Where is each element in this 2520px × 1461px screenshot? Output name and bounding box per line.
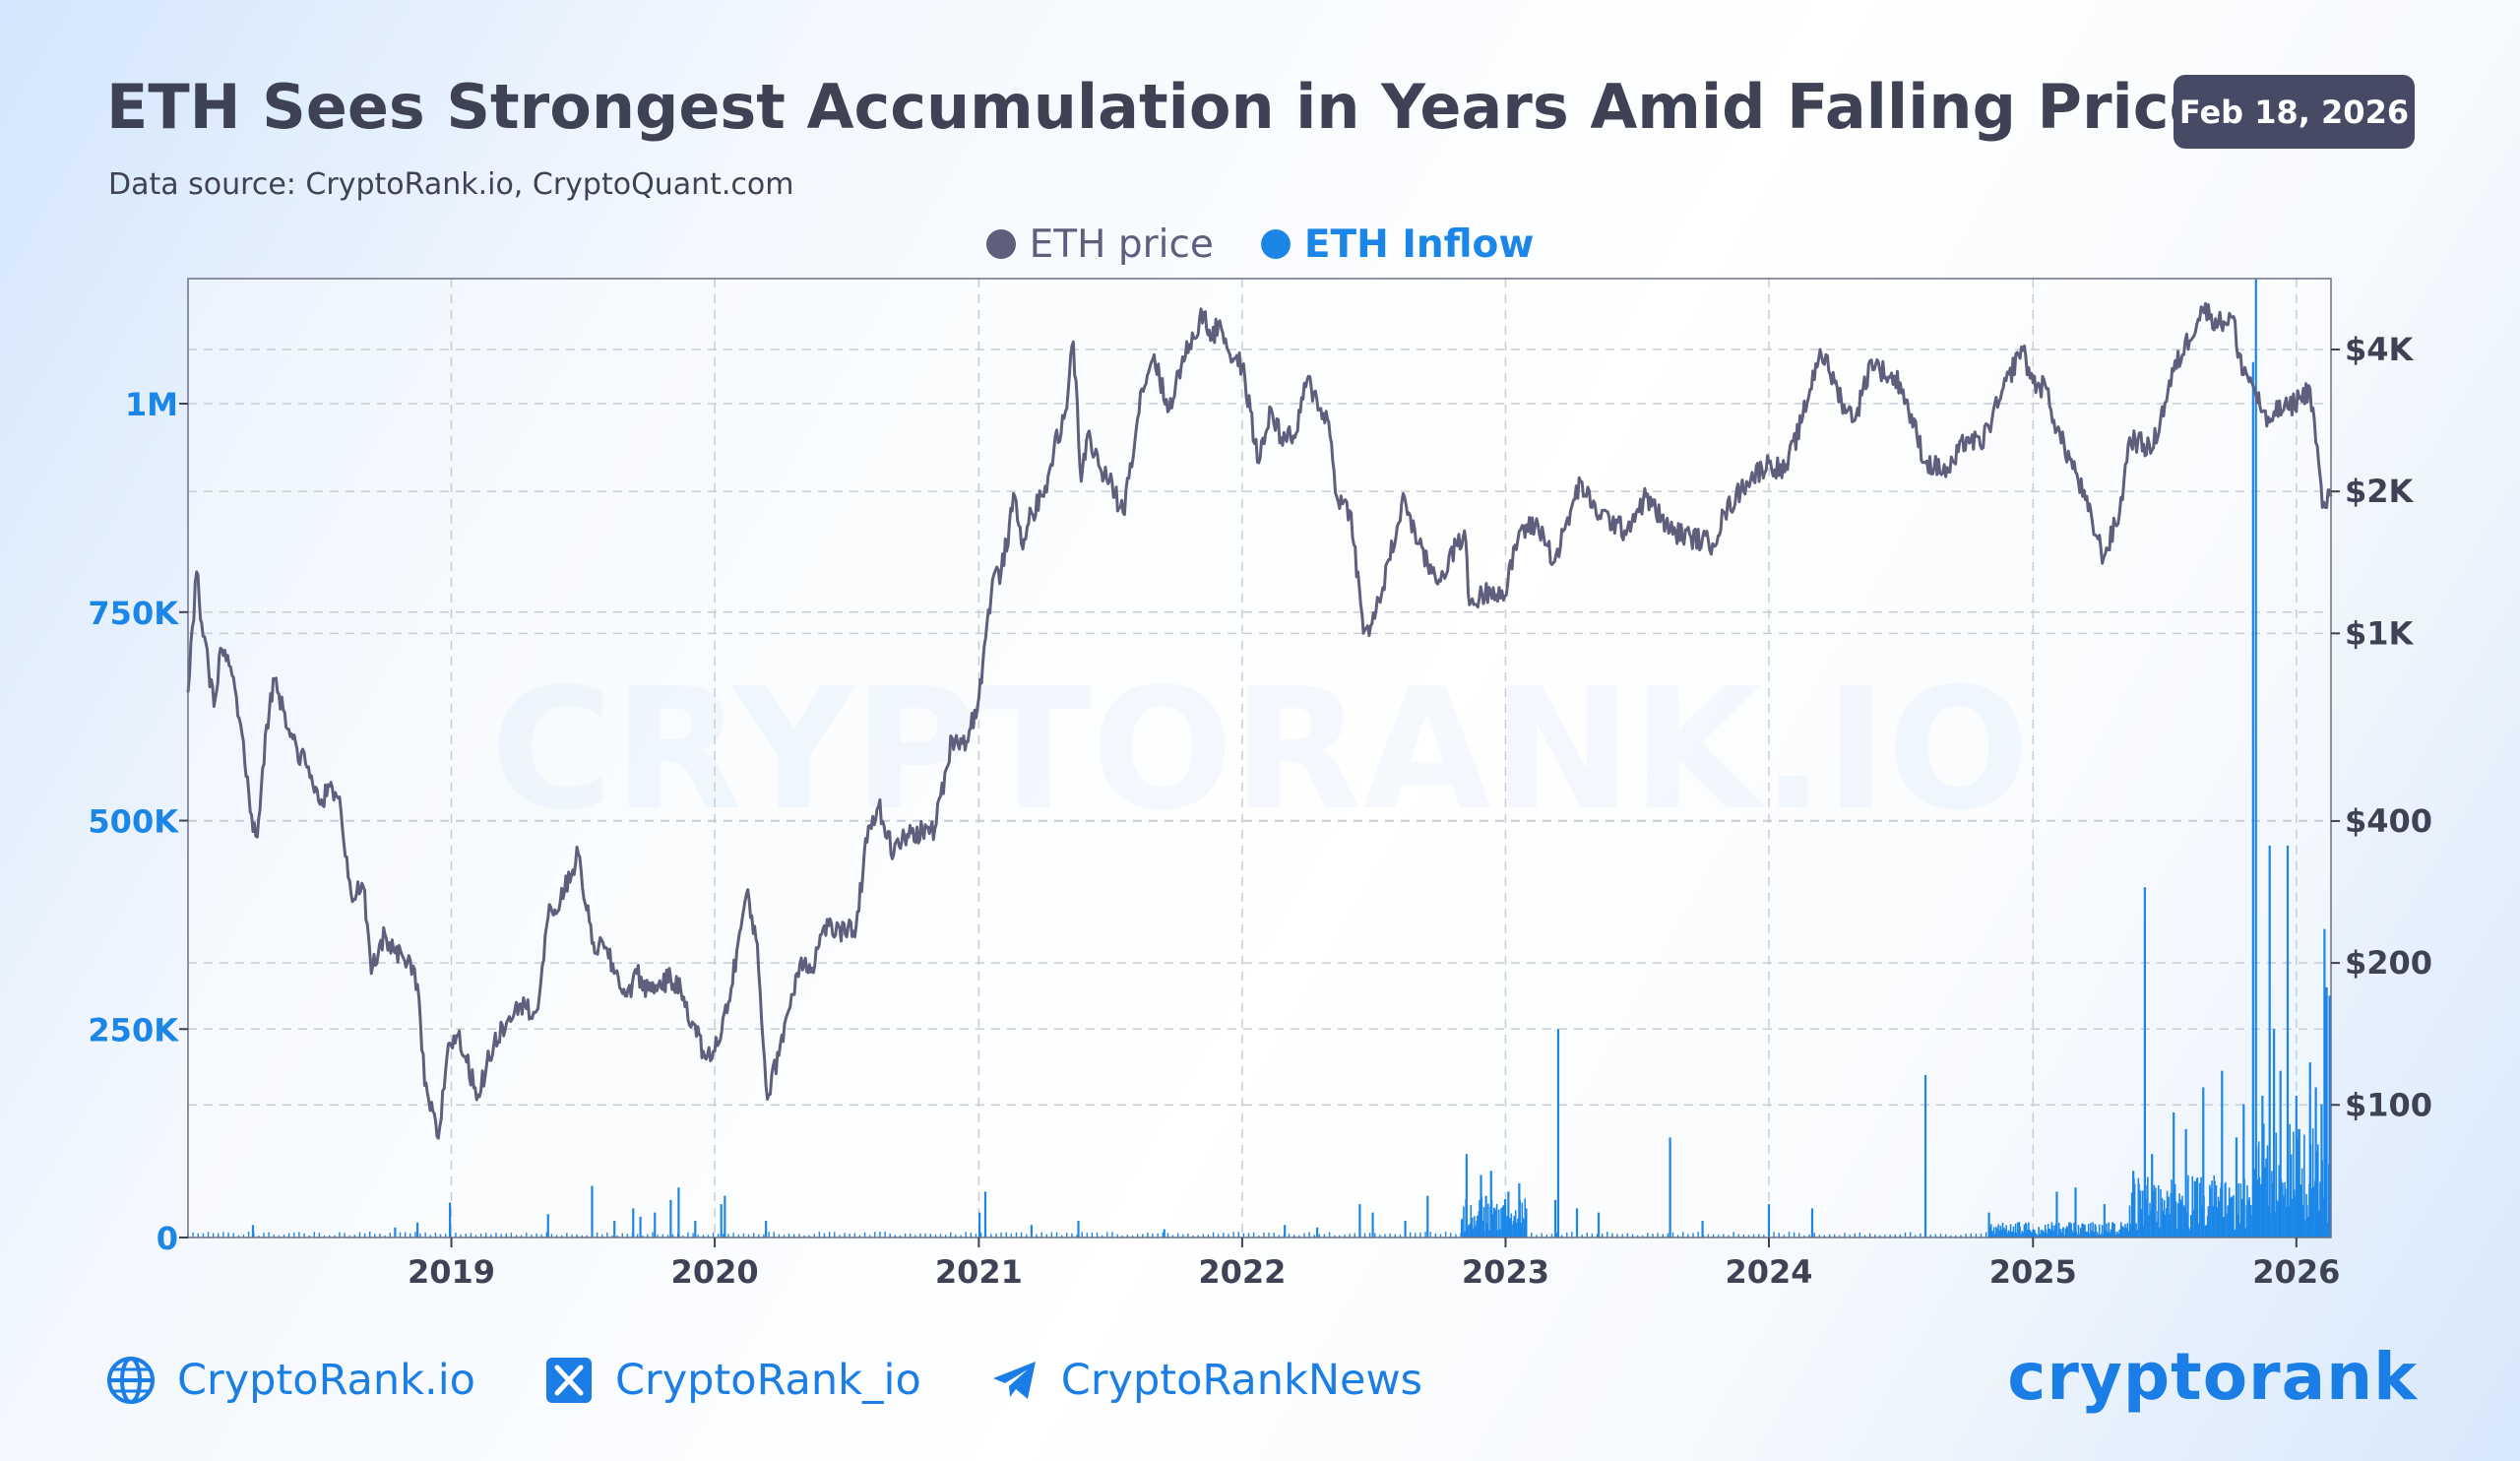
x-tick-label: 2026	[2252, 1253, 2340, 1291]
footer-website-link[interactable]: CryptoRank.io	[106, 1356, 475, 1405]
footer-website-label: CryptoRank.io	[177, 1356, 475, 1405]
footer-twitter-link[interactable]: CryptoRank_io	[544, 1356, 921, 1405]
x-tick-label: 2024	[1725, 1253, 1812, 1291]
cryptorank-logo: cryptorank	[2007, 1338, 2418, 1415]
date-badge: Feb 18, 2026	[2174, 75, 2415, 149]
y-axis-right-ticks: $100 $200 $400 $1K $2K $4K	[2331, 331, 2432, 1123]
globe-icon	[106, 1356, 156, 1405]
footer-telegram-link[interactable]: CryptoRankNews	[990, 1356, 1422, 1405]
watermark: CRYPTORANK.IO	[490, 653, 2029, 848]
x-axis-ticks: 2019 2020 2021 2022 2023 2024 2025 2026	[408, 1238, 2340, 1291]
x-tick-label: 2021	[935, 1253, 1023, 1291]
y-left-tick-label: 0	[157, 1220, 178, 1257]
legend-label-inflow: ETH Inflow	[1303, 222, 1535, 267]
legend-item-price[interactable]: ETH price	[985, 222, 1214, 267]
grid-lines	[188, 279, 2331, 1238]
y-right-tick-label: $1K	[2345, 614, 2415, 652]
footer-telegram-label: CryptoRankNews	[1060, 1356, 1423, 1405]
data-source-text: Data source: CryptoRank.io, CryptoQuant.…	[108, 167, 794, 202]
telegram-icon	[990, 1356, 1040, 1405]
x-tick-label: 2022	[1198, 1253, 1286, 1291]
y-right-tick-label: $400	[2345, 802, 2432, 840]
page-title: ETH Sees Strongest Accumulation in Years…	[106, 71, 2247, 143]
y-right-tick-label: $100	[2345, 1086, 2432, 1123]
y-axis-left-ticks: 0 250K 500K 750K 1M	[88, 386, 188, 1257]
legend-dot-inflow	[1260, 229, 1291, 259]
x-icon	[544, 1356, 594, 1405]
x-tick-label: 2025	[1989, 1253, 2077, 1291]
x-tick-label: 2023	[1462, 1253, 1549, 1291]
chart-legend: ETH price ETH Inflow	[0, 217, 2520, 272]
y-right-tick-label: $200	[2345, 944, 2432, 982]
price-series	[186, 301, 2333, 1140]
plot-frame	[187, 278, 2332, 1239]
legend-dot-price	[985, 229, 1016, 259]
x-tick-label: 2020	[671, 1253, 759, 1291]
price-line	[186, 301, 2333, 1140]
y-right-tick-label: $2K	[2345, 473, 2415, 510]
y-left-tick-label: 250K	[88, 1011, 179, 1048]
legend-item-inflow[interactable]: ETH Inflow	[1260, 222, 1535, 267]
footer-twitter-label: CryptoRank_io	[614, 1356, 921, 1405]
footer-links: CryptoRank.io CryptoRank_io CryptoRankNe…	[106, 1349, 1422, 1412]
x-tick-label: 2019	[408, 1253, 495, 1291]
y-left-tick-label: 750K	[88, 595, 179, 632]
y-right-tick-label: $4K	[2345, 331, 2415, 368]
legend-label-price: ETH price	[1029, 222, 1214, 267]
y-left-tick-label: 1M	[125, 386, 178, 423]
y-left-tick-label: 500K	[88, 803, 179, 841]
